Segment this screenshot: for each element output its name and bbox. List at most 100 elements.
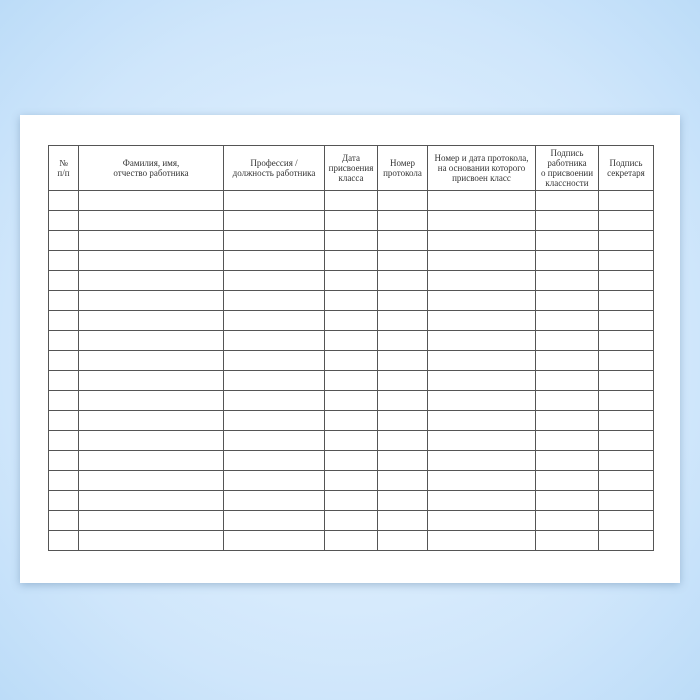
table-cell: [223, 230, 325, 251]
table-cell: [377, 350, 428, 371]
table-cell: [48, 310, 79, 331]
table-cell: [48, 470, 79, 491]
table-cell: [48, 330, 79, 351]
table-cell: [48, 350, 79, 371]
table-cell: [78, 530, 224, 551]
table-cell: [598, 510, 654, 531]
table-cell: [598, 250, 654, 271]
table-cell: [427, 330, 536, 351]
table-cell: [377, 210, 428, 231]
table-cell: [598, 430, 654, 451]
column-header: Фамилия, имя, отчество работника: [78, 145, 224, 191]
table-cell: [427, 250, 536, 271]
table-cell: [598, 190, 654, 211]
header-row: № п/п Фамилия, имя, отчество работника Про…: [48, 145, 654, 191]
table-cell: [535, 190, 599, 211]
table-cell: [48, 450, 79, 471]
table-cell: [48, 530, 79, 551]
table-row: [48, 310, 654, 331]
form-page: № п/п Фамилия, имя, отчество работника Про…: [20, 115, 680, 583]
table-cell: [427, 350, 536, 371]
table-cell: [535, 270, 599, 291]
table-cell: [598, 230, 654, 251]
table-cell: [377, 510, 428, 531]
table-cell: [48, 430, 79, 451]
column-header: Номер и дата протокола, на основании кот…: [427, 145, 536, 191]
table-cell: [78, 430, 224, 451]
table-cell: [48, 410, 79, 431]
table-row: [48, 250, 654, 271]
table-cell: [535, 210, 599, 231]
table-cell: [598, 330, 654, 351]
table-cell: [48, 230, 79, 251]
table-cell: [598, 470, 654, 491]
table-cell: [535, 470, 599, 491]
table-cell: [427, 190, 536, 211]
table-cell: [223, 510, 325, 531]
table-cell: [223, 410, 325, 431]
table-cell: [48, 290, 79, 311]
table-cell: [78, 470, 224, 491]
table-cell: [223, 390, 325, 411]
table-row: [48, 350, 654, 371]
table-cell: [78, 490, 224, 511]
table-cell: [223, 430, 325, 451]
table-cell: [377, 290, 428, 311]
table-cell: [427, 310, 536, 331]
table-cell: [598, 410, 654, 431]
table-cell: [48, 250, 79, 271]
table-cell: [535, 330, 599, 351]
table-cell: [223, 290, 325, 311]
table-cell: [324, 510, 378, 531]
table-cell: [598, 450, 654, 471]
table-cell: [324, 290, 378, 311]
table-cell: [427, 270, 536, 291]
table-cell: [78, 370, 224, 391]
table-cell: [324, 390, 378, 411]
table-cell: [223, 350, 325, 371]
table-row: [48, 210, 654, 231]
table-cell: [78, 390, 224, 411]
table-cell: [535, 410, 599, 431]
table-cell: [324, 190, 378, 211]
table-cell: [48, 270, 79, 291]
table-cell: [324, 470, 378, 491]
table-cell: [78, 250, 224, 271]
table-row: [48, 530, 654, 551]
table-cell: [535, 350, 599, 371]
table-cell: [535, 530, 599, 551]
table-cell: [377, 390, 428, 411]
table-cell: [598, 310, 654, 331]
table-cell: [377, 430, 428, 451]
table-cell: [78, 310, 224, 331]
table-cell: [223, 330, 325, 351]
table-cell: [324, 450, 378, 471]
table-cell: [598, 350, 654, 371]
table-cell: [78, 270, 224, 291]
table-cell: [427, 470, 536, 491]
table-cell: [377, 270, 428, 291]
table-cell: [223, 250, 325, 271]
table-cell: [78, 350, 224, 371]
table-cell: [324, 330, 378, 351]
table-cell: [535, 230, 599, 251]
table-cell: [223, 270, 325, 291]
table-cell: [427, 510, 536, 531]
table-row: [48, 490, 654, 511]
table-cell: [48, 390, 79, 411]
table-row: [48, 190, 654, 211]
table-cell: [427, 290, 536, 311]
table-cell: [427, 230, 536, 251]
table-cell: [324, 490, 378, 511]
table-cell: [598, 210, 654, 231]
table-cell: [324, 210, 378, 231]
table-cell: [535, 390, 599, 411]
table-cell: [598, 530, 654, 551]
table-cell: [324, 230, 378, 251]
table-cell: [78, 210, 224, 231]
table-cell: [535, 310, 599, 331]
column-header: Подпись секретаря: [598, 145, 654, 191]
table-cell: [535, 430, 599, 451]
table-cell: [377, 410, 428, 431]
table-row: [48, 390, 654, 411]
